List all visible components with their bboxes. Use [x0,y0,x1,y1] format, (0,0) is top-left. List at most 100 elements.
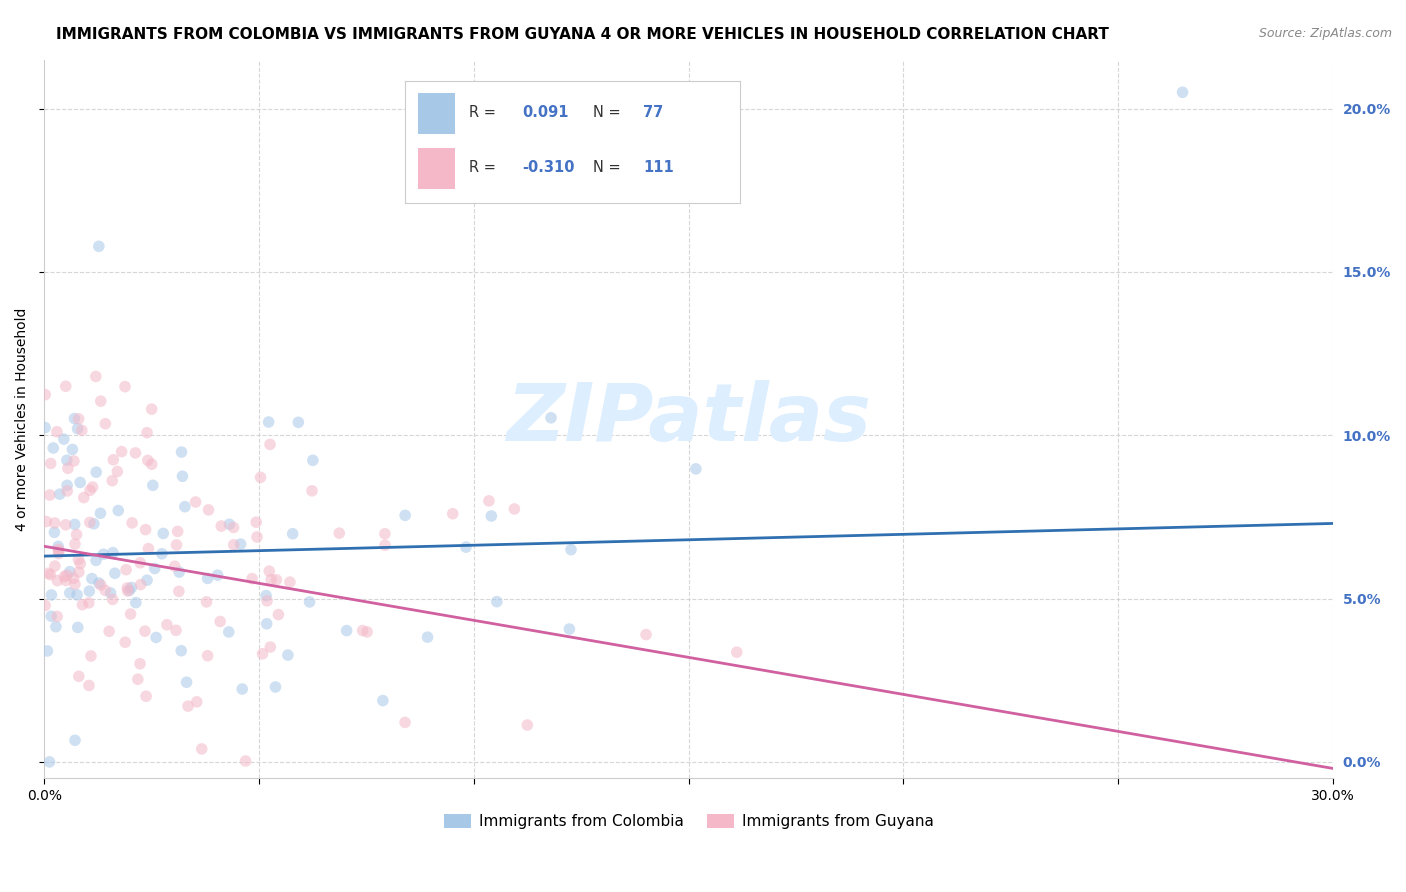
Point [685,462,707,476]
Point [197,503,219,517]
Point [67,669,90,683]
Point [725,645,748,659]
Point [56,453,79,467]
Point [141,402,163,417]
Point [48,547,70,561]
Point [100,586,122,600]
Point [416,630,439,644]
Point [63,537,86,551]
Point [165,624,187,638]
Point [257,415,280,429]
Point [98,624,121,639]
Point [103,452,125,467]
Point [259,437,281,451]
Point [39,609,62,624]
Point [260,573,283,587]
Point [141,457,163,471]
Point [167,565,190,579]
Point [124,446,146,460]
Point [302,453,325,467]
Point [52,432,75,446]
Point [55,517,77,532]
Point [117,581,139,595]
Point [34,599,56,613]
Point [246,530,269,544]
Point [516,718,538,732]
Point [257,564,280,578]
Point [67,412,90,426]
Point [72,598,94,612]
Point [89,506,111,520]
Text: ZIPatlas: ZIPatlas [506,380,872,458]
Point [63,733,86,747]
Point [172,469,194,483]
Point [374,538,396,552]
Point [107,503,129,517]
Point [184,495,207,509]
Point [240,572,263,586]
Point [46,574,69,588]
Point [63,517,86,532]
Point [143,561,166,575]
Point [266,573,288,587]
Point [93,547,115,561]
Point [127,672,149,686]
Point [277,648,299,662]
Point [121,581,143,595]
Point [94,583,117,598]
Point [77,678,100,692]
Point [129,577,152,591]
Point [190,742,212,756]
Point [59,565,82,579]
Point [66,588,89,602]
Point [38,755,60,769]
Point [479,508,502,523]
Point [48,542,70,557]
Point [195,595,218,609]
Point [394,508,416,523]
Point [256,616,278,631]
Point [55,379,77,393]
Point [48,487,70,501]
Point [231,681,253,696]
Point [66,422,89,436]
Point [485,595,508,609]
Point [39,567,62,582]
Point [44,516,66,530]
Point [44,559,66,574]
Point [66,620,89,634]
Point [118,583,141,598]
Point [264,680,287,694]
Point [136,425,159,440]
Point [170,445,193,459]
Point [110,444,132,458]
Point [328,526,350,541]
Point [371,693,394,707]
Point [352,624,374,638]
Point [63,577,86,591]
Point [259,640,281,654]
Point [207,568,229,582]
Point [101,546,124,560]
Point [56,461,79,475]
Point [374,526,396,541]
Point [560,542,582,557]
Point [101,592,124,607]
Point [503,502,526,516]
Point [87,239,110,253]
Point [83,516,105,531]
Point [114,635,136,649]
Point [166,538,188,552]
Point [60,442,83,457]
Point [252,647,274,661]
Point [84,369,107,384]
Point [53,569,76,583]
Point [80,572,103,586]
Point [197,571,219,585]
Point [46,609,69,624]
Point [176,675,198,690]
Point [145,631,167,645]
Point [79,516,101,530]
Point [129,556,152,570]
Point [174,500,197,514]
